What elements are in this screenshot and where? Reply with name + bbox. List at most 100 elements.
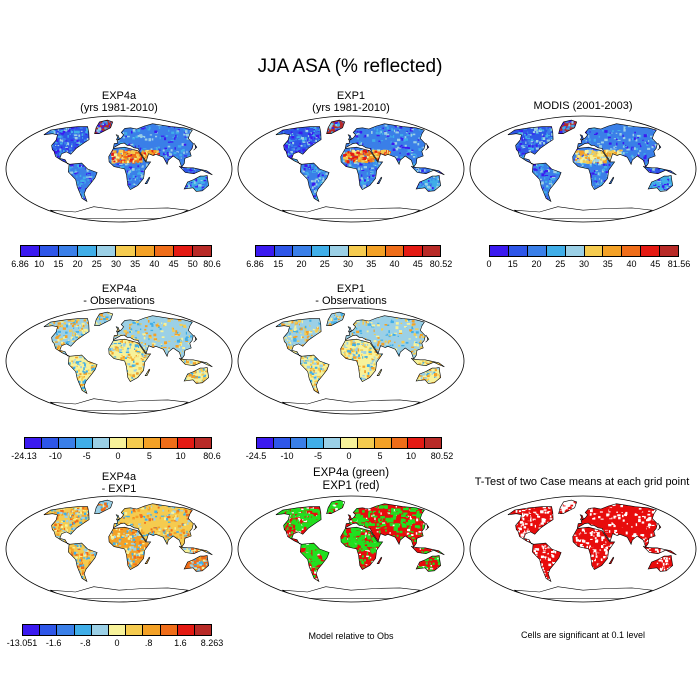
coastline-south-america — [67, 542, 98, 583]
colorbar-tick-label: 45 — [650, 259, 661, 269]
coastline-south-america — [67, 354, 98, 395]
panel-title-line2: (yrs 1981-2010) — [80, 102, 158, 114]
coastline-madagascar — [376, 176, 383, 184]
colorbar-exp1 — [255, 245, 441, 257]
map-border — [469, 115, 697, 223]
panel-title-ttest: T-Test of two Case means at each grid po… — [462, 476, 700, 488]
colorbar-tick-label: 10 — [175, 451, 186, 461]
colorbar-exp4a-exp1 — [22, 624, 212, 636]
colorbar-swatch — [161, 438, 178, 448]
colorbar-swatch — [425, 438, 441, 448]
colorbar-tick-label: 40 — [149, 259, 160, 269]
colorbar-tick-label: 40 — [626, 259, 637, 269]
colorbar-swatch — [143, 625, 161, 635]
colorbar-swatch — [93, 438, 110, 448]
panel-title-line2: EXP1 (red) — [322, 480, 380, 492]
coastline-greenland — [326, 119, 346, 134]
coastline-australia — [647, 555, 674, 572]
colorbar-tick-label: 81.56 — [667, 259, 691, 269]
coastline-antarctica — [50, 586, 189, 599]
colorbar-swatch — [154, 246, 174, 256]
colorbar-swatch — [367, 246, 386, 256]
colorbar-swatch — [565, 246, 585, 256]
colorbar-swatch — [116, 246, 136, 256]
coastline-uk — [347, 326, 352, 333]
panel-title-line1: EXP1 — [336, 90, 366, 102]
colorbar-swatch — [490, 246, 509, 256]
note-model-relative: Model relative to Obs — [308, 631, 394, 641]
coastline-indonesia — [410, 545, 445, 556]
coastline-indonesia — [410, 357, 445, 368]
colorbar-tick-label: -.8 — [80, 638, 91, 648]
coastline-europe-asia — [344, 315, 426, 360]
colorbar-swatch — [126, 625, 144, 635]
colorbar-tick-label: 45 — [168, 259, 179, 269]
colorbar-exp1-obs — [256, 437, 442, 449]
colorbar-swatch — [21, 246, 41, 256]
colorbar-tick-label: -24.13 — [11, 451, 37, 461]
colorbar-tick-label: 6.86 — [11, 259, 29, 269]
coastline-south-america — [299, 162, 330, 203]
colorbar-swatch — [91, 625, 109, 635]
coastline-japan — [193, 334, 198, 343]
colorbar-swatch — [144, 438, 161, 448]
panel-title-line1: EXP4a (green) — [312, 467, 390, 479]
map-exp1-minus-obs — [237, 307, 465, 415]
colorbar-swatch — [341, 438, 358, 448]
coastline-uk — [115, 134, 120, 141]
colorbar-tick-label: 45 — [412, 259, 423, 269]
colorbar-tick-label: 20 — [531, 259, 542, 269]
panel-title-line2: - EXP1 — [101, 483, 137, 495]
coastline-madagascar — [144, 368, 151, 376]
coastline-antarctica — [282, 586, 421, 599]
map-border — [5, 307, 233, 415]
colorbar-tick-label: 15 — [53, 259, 64, 269]
colorbar-swatch — [108, 625, 127, 635]
colorbar-swatch — [546, 246, 566, 256]
colorbar-ticks-exp4a-exp1: -13.051 -1.6 -.8 0 .8 1.6 8.263 — [7, 638, 224, 650]
colorbar-ticks-exp1-obs: -24.5 -10 -5 0 5 10 80.52 — [246, 451, 454, 463]
colorbar-swatch — [422, 246, 440, 256]
panel-title-modis: MODIS (2001-2003) — [468, 100, 698, 112]
colorbar-swatch — [273, 438, 291, 448]
map-exp4a-minus-exp1 — [5, 495, 233, 603]
colorbar-tick-label: 0 — [346, 451, 352, 461]
colorbar-swatch — [584, 246, 604, 256]
colorbar-swatch — [290, 438, 308, 448]
colorbar-tick-label: 10 — [34, 259, 45, 269]
colorbar-swatch — [311, 246, 330, 256]
colorbar-swatch — [177, 625, 195, 635]
coastline-japan — [657, 142, 662, 151]
colorbar-tick-label: 25 — [319, 259, 330, 269]
coastline-madagascar — [608, 556, 615, 564]
colorbar-tick-label: 15 — [273, 259, 284, 269]
coastline-north-america — [43, 506, 90, 545]
colorbar-swatch — [348, 246, 367, 256]
colorbar-swatch — [293, 246, 312, 256]
coastline-europe-asia — [344, 503, 426, 548]
colorbar-swatch — [25, 438, 42, 448]
coastline-australia — [415, 367, 442, 384]
colorbar-swatch — [374, 438, 392, 448]
map-exp4a-minus-obs — [5, 307, 233, 415]
colorbar-swatch — [404, 246, 423, 256]
coastline-greenland — [94, 311, 114, 326]
coastline-south-america — [67, 162, 98, 203]
colorbar-tick-label: 25 — [91, 259, 102, 269]
map-border — [237, 115, 465, 223]
coastline-north-america — [43, 318, 90, 357]
colorbar-tick-label: 80.6 — [203, 259, 221, 269]
map-border — [469, 495, 697, 603]
coastline-indonesia — [642, 545, 677, 556]
colorbar-swatch — [508, 246, 528, 256]
coastline-uk — [115, 514, 120, 521]
coastline-japan — [657, 522, 662, 531]
map-green-red-comparison — [237, 495, 465, 603]
coastline-africa — [340, 338, 384, 383]
coastline-north-america — [507, 506, 554, 545]
colorbar-tick-label: 0 — [114, 638, 120, 648]
coastline-madagascar — [376, 556, 383, 564]
coastline-africa — [572, 146, 616, 191]
coastline-africa — [108, 146, 152, 191]
colorbar-tick-label: 80.52 — [430, 451, 454, 461]
